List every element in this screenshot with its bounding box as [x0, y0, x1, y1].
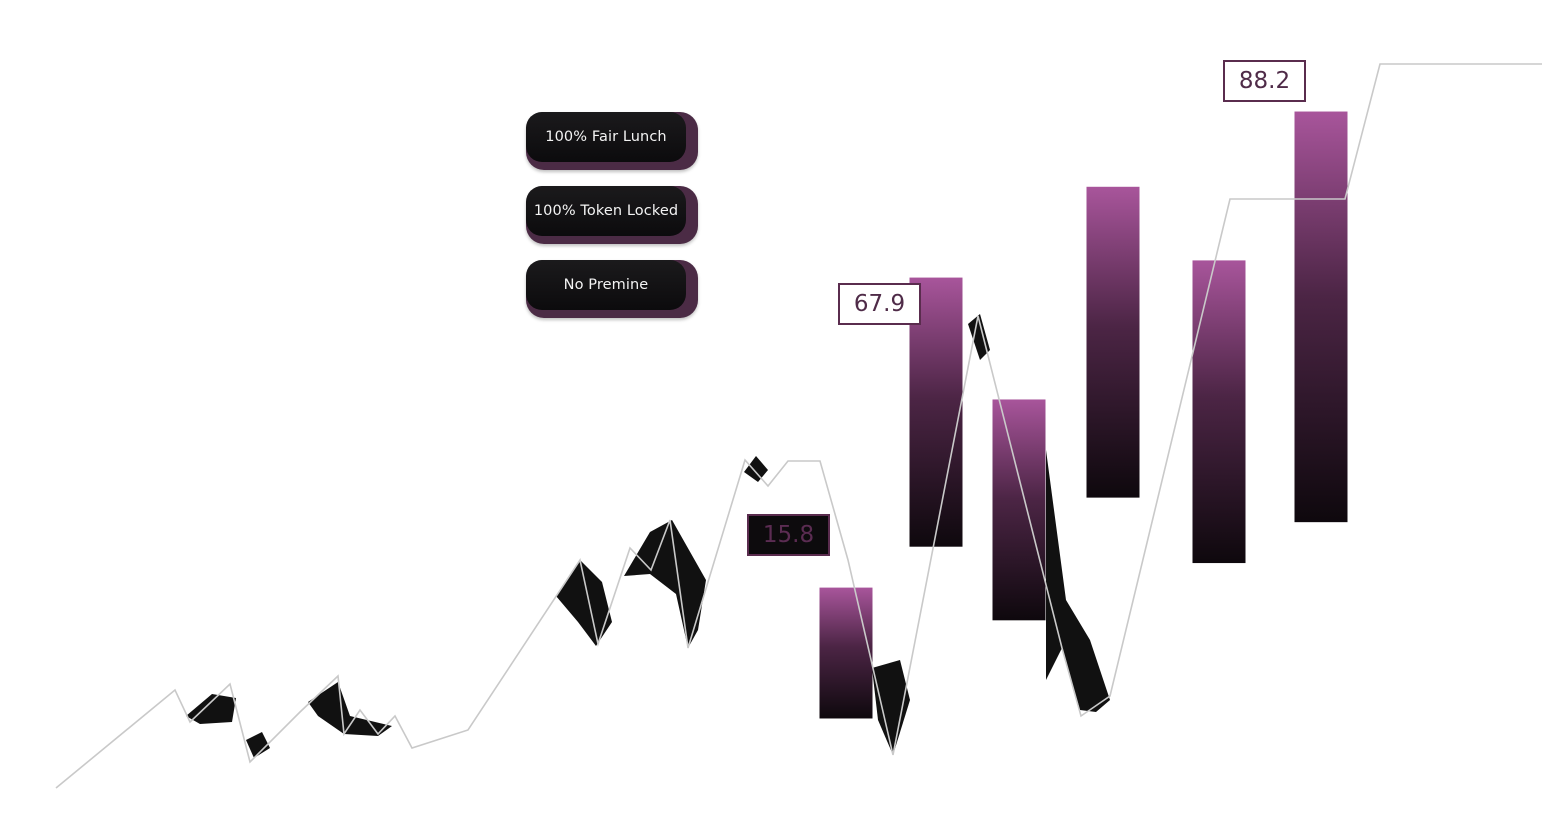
shadow-blob-7 [872, 660, 910, 755]
shadow-blob-3 [308, 682, 392, 736]
badge-token-locked-label: 100% Token Locked [526, 186, 686, 236]
shadow-blob-5 [624, 520, 706, 648]
trend-line [55, 63, 1542, 789]
bar-6 [1294, 111, 1348, 523]
badge-fair-launch-label: 100% Fair Lunch [526, 112, 686, 162]
shadow-blob-4 [556, 560, 612, 646]
bar-series [819, 111, 1348, 719]
badge-no-premine-label: No Premine [526, 260, 686, 310]
data-label-15-8: 15.8 [747, 514, 830, 556]
badge-no-premine[interactable]: No Premine [526, 260, 698, 318]
shadow-blob-6 [744, 456, 768, 482]
data-label-67-9: 67.9 [838, 283, 921, 325]
shadow-blob-2 [246, 732, 270, 758]
shadow-blob-8 [968, 314, 990, 360]
shadow-blob-1 [186, 694, 236, 724]
badge-token-locked[interactable]: 100% Token Locked [526, 186, 698, 244]
bar-3 [992, 399, 1046, 621]
data-label-88-2: 88.2 [1223, 60, 1306, 102]
badge-fair-launch[interactable]: 100% Fair Lunch [526, 112, 698, 170]
trend-shadow [186, 314, 1110, 758]
bar-1 [819, 587, 873, 719]
bar-5 [1192, 260, 1246, 564]
bar-4 [1086, 186, 1140, 498]
